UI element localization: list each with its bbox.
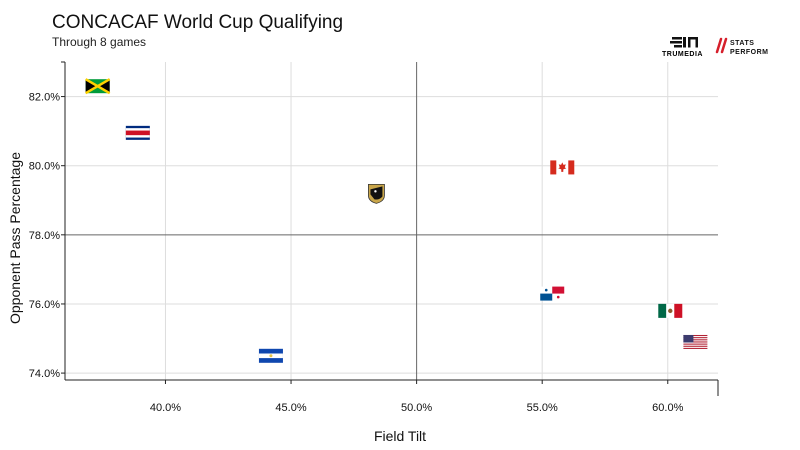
y-axis-label: Opponent Pass Percentage bbox=[7, 152, 23, 324]
x-tick-label: 55.0% bbox=[527, 402, 558, 414]
data-point bbox=[540, 286, 565, 301]
x-tick-label: 60.0% bbox=[652, 402, 683, 414]
usa-flag-icon bbox=[683, 334, 708, 349]
canada-flag-icon bbox=[550, 160, 575, 175]
costa-rica-flag-icon bbox=[125, 125, 150, 140]
y-tick-label: 76.0% bbox=[29, 299, 60, 311]
data-point bbox=[368, 183, 385, 204]
data-point bbox=[258, 348, 283, 363]
el-salvador-flag-icon bbox=[258, 348, 283, 363]
data-points bbox=[85, 78, 708, 363]
axes bbox=[61, 61, 719, 396]
tick-labels: 40.0% 45.0% 50.0% 55.0% 60.0% 74.0% 76.0% 78.0%… bbox=[29, 92, 684, 414]
y-tick-label: 74.0% bbox=[29, 368, 60, 380]
jamaica-flag-icon bbox=[85, 78, 111, 95]
reference-lines bbox=[65, 62, 718, 380]
grid-lines bbox=[65, 62, 718, 380]
stats-perform-logo: STATS PERFORM bbox=[715, 37, 769, 56]
data-point bbox=[85, 78, 111, 95]
x-tick-label: 45.0% bbox=[275, 402, 306, 414]
chart-title: CONCACAF World Cup Qualifying bbox=[52, 12, 344, 33]
x-tick-label: 40.0% bbox=[150, 402, 181, 414]
y-tick-label: 82.0% bbox=[29, 92, 60, 104]
data-point bbox=[658, 303, 683, 318]
x-axis-label: Field Tilt bbox=[374, 428, 426, 444]
mexico-flag-icon bbox=[658, 303, 683, 318]
svg-text:STATS: STATS bbox=[730, 40, 754, 47]
x-tick-label: 50.0% bbox=[401, 402, 432, 414]
y-tick-label: 80.0% bbox=[29, 161, 60, 173]
svg-text:TRUMEDIA: TRUMEDIA bbox=[662, 51, 703, 58]
data-point bbox=[683, 334, 708, 349]
trumedia-logo: TRUMEDIA bbox=[662, 37, 703, 58]
data-point bbox=[550, 160, 575, 175]
data-point bbox=[125, 125, 150, 140]
honduras-crest-icon bbox=[368, 183, 385, 204]
chart-subtitle: Through 8 games bbox=[52, 35, 147, 49]
svg-text:PERFORM: PERFORM bbox=[730, 49, 769, 56]
panama-flag-icon bbox=[540, 286, 565, 301]
y-tick-label: 78.0% bbox=[29, 230, 60, 242]
